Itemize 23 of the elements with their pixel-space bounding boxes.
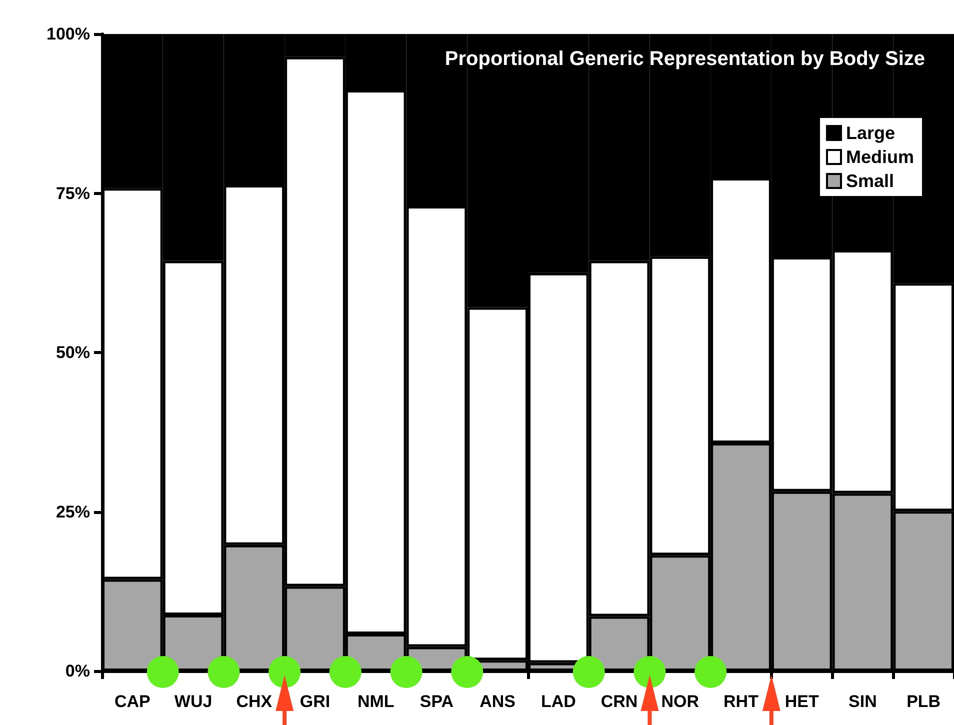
y-tick-label: 75% — [56, 184, 90, 203]
y-tick-label: 50% — [56, 343, 90, 362]
x-tick-label: CHX — [236, 692, 273, 711]
x-tick-label: CAP — [114, 692, 150, 711]
legend-label: Medium — [846, 147, 914, 167]
y-tick-label: 100% — [46, 24, 90, 44]
x-tick-label: WUJ — [174, 692, 212, 711]
x-tick-label: LAD — [540, 692, 576, 711]
x-tick-label: PLB — [906, 692, 941, 711]
x-tick-label: ANS — [480, 692, 516, 711]
x-tick-label: NML — [357, 692, 394, 711]
y-tick-label: 0% — [65, 662, 90, 680]
x-tick-label: NOR — [661, 692, 700, 711]
legend-label: Large — [846, 123, 896, 143]
x-tick-label: HET — [784, 692, 820, 711]
x-tick-label: GRI — [300, 692, 330, 711]
x-tick-label: SPA — [420, 692, 454, 711]
x-tick-label: RHT — [724, 692, 760, 711]
x-tick-label: SIN — [848, 692, 877, 711]
y-tick-label: 25% — [56, 502, 90, 522]
legend-label: Small — [846, 171, 894, 191]
text: Proportional Generic Representation by Body Size — [444, 48, 926, 70]
x-tick-label: CRN — [600, 692, 638, 711]
